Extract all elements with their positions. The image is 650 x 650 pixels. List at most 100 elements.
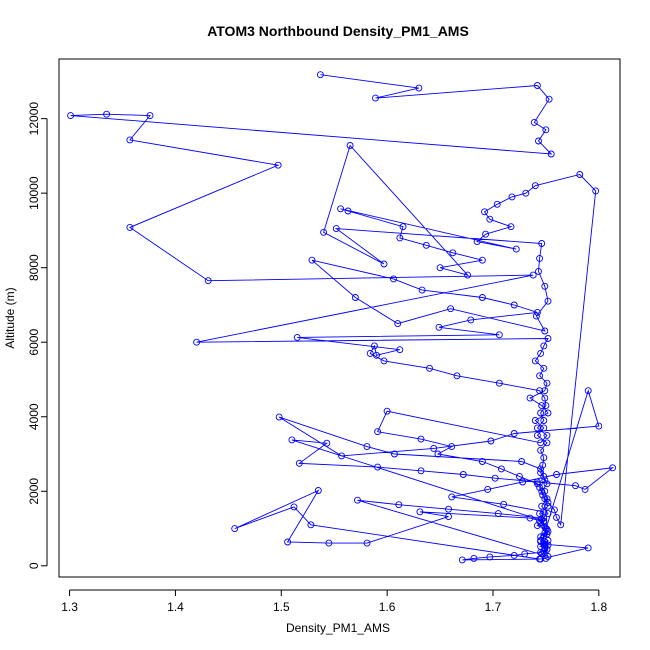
data-point bbox=[533, 522, 541, 530]
data-point bbox=[543, 545, 551, 553]
data-point bbox=[535, 267, 542, 275]
data-point bbox=[539, 491, 547, 499]
data-point bbox=[373, 351, 380, 359]
data-point bbox=[338, 452, 346, 460]
series-line bbox=[70, 74, 615, 561]
x-tick-label: 1.8 bbox=[590, 600, 607, 614]
x-tick-label: 1.5 bbox=[273, 600, 290, 614]
data-point bbox=[540, 472, 548, 480]
data-point bbox=[445, 505, 452, 513]
data-point bbox=[540, 417, 548, 424]
y-axis-label: Altitude (m) bbox=[3, 287, 17, 348]
data-point bbox=[532, 312, 540, 320]
data-point bbox=[308, 256, 316, 264]
data-point bbox=[495, 331, 503, 339]
data-point bbox=[325, 539, 333, 547]
data-point bbox=[478, 256, 486, 264]
data-point bbox=[363, 539, 371, 547]
data-point bbox=[537, 409, 545, 417]
data-point bbox=[542, 126, 550, 134]
data-point bbox=[521, 550, 529, 558]
data-point bbox=[67, 112, 75, 120]
data-point bbox=[540, 364, 548, 372]
y-tick-label: 8000 bbox=[27, 254, 41, 281]
data-point bbox=[448, 493, 456, 501]
data-point bbox=[288, 436, 296, 444]
data-point bbox=[363, 443, 371, 451]
data-point bbox=[445, 513, 452, 521]
data-point bbox=[449, 249, 457, 257]
data-point bbox=[394, 320, 402, 328]
data-point bbox=[231, 525, 239, 533]
data-point bbox=[426, 364, 433, 372]
data-point bbox=[533, 308, 541, 316]
data-point bbox=[541, 529, 549, 537]
data-point bbox=[390, 275, 397, 283]
y-tick-label: 2000 bbox=[27, 478, 41, 505]
data-point bbox=[422, 241, 430, 249]
data-point bbox=[370, 342, 378, 350]
data-point bbox=[535, 137, 542, 145]
data-point bbox=[380, 260, 388, 268]
data-point bbox=[533, 424, 541, 432]
x-tick-label: 1.3 bbox=[61, 600, 78, 614]
data-point bbox=[553, 513, 560, 521]
data-point bbox=[434, 450, 442, 458]
data-point bbox=[538, 487, 546, 495]
data-point bbox=[542, 402, 550, 410]
data-point bbox=[396, 234, 404, 242]
data-point bbox=[547, 150, 555, 158]
data-point bbox=[204, 277, 212, 285]
data-point bbox=[435, 323, 443, 331]
data-point bbox=[537, 349, 545, 357]
data-point bbox=[536, 372, 544, 380]
data-point bbox=[295, 459, 303, 467]
data-point bbox=[493, 200, 501, 208]
data-point bbox=[346, 142, 354, 149]
data-point bbox=[193, 338, 201, 346]
data-point bbox=[576, 171, 584, 178]
data-point bbox=[518, 458, 526, 465]
data-point bbox=[541, 487, 549, 495]
chart-title: ATOM3 Northbound Density_PM1_AMS bbox=[207, 23, 469, 39]
data-point bbox=[467, 316, 475, 324]
data-point bbox=[481, 208, 488, 216]
data-point bbox=[544, 553, 552, 560]
y-tick-label: 12000 bbox=[27, 102, 41, 136]
data-point bbox=[541, 327, 549, 335]
data-point bbox=[533, 480, 541, 488]
data-point bbox=[351, 294, 359, 301]
data-point bbox=[491, 474, 499, 482]
data-point bbox=[539, 461, 547, 469]
data-point bbox=[533, 478, 541, 486]
data-point bbox=[417, 467, 425, 475]
data-point bbox=[383, 407, 391, 415]
y-tick-label: 10000 bbox=[27, 176, 41, 210]
data-point bbox=[550, 506, 558, 514]
data-point bbox=[416, 508, 424, 516]
data-point bbox=[531, 417, 539, 424]
data-point bbox=[540, 514, 548, 522]
data-point bbox=[320, 228, 328, 236]
data-point bbox=[544, 510, 552, 518]
data-point bbox=[417, 435, 425, 443]
data-point bbox=[540, 454, 548, 462]
data-point bbox=[391, 450, 398, 458]
data-point bbox=[290, 503, 298, 511]
data-point bbox=[337, 205, 345, 213]
data-point bbox=[609, 464, 617, 472]
data-point bbox=[486, 553, 494, 561]
data-point bbox=[533, 82, 541, 89]
data-point bbox=[540, 518, 548, 526]
data-point bbox=[541, 387, 549, 395]
data-point bbox=[544, 409, 552, 417]
data-point bbox=[284, 538, 292, 546]
data-point bbox=[595, 422, 603, 430]
data-point bbox=[537, 465, 545, 473]
data-point bbox=[436, 264, 444, 272]
data-point bbox=[103, 110, 111, 118]
data-point bbox=[530, 118, 538, 126]
data-point bbox=[415, 84, 423, 92]
x-tick-label: 1.4 bbox=[167, 600, 184, 614]
